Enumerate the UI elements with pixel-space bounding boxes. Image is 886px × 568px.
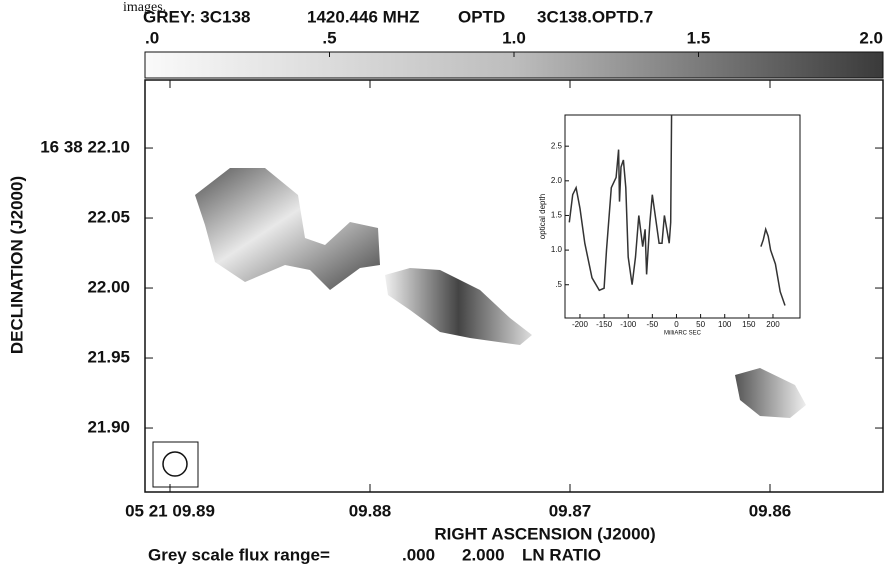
- inset-x-tick-label: 100: [718, 320, 732, 329]
- plot-frame: [144, 79, 884, 493]
- inset-y-tick-label: 1.5: [551, 211, 563, 220]
- colorbar-tick-label: .0: [145, 28, 159, 47]
- inset-y-tick-label: 1.0: [551, 245, 563, 254]
- y-tick-label: 21.90: [87, 418, 130, 437]
- colorbar-tick-label: 1.0: [502, 28, 526, 47]
- y-tick-label: 22.05: [87, 208, 130, 227]
- x-tick-label: 05 21 09.89: [125, 501, 215, 520]
- inset-y-label: optical depth: [538, 194, 547, 239]
- inset-frame: [564, 114, 801, 319]
- inset-x-tick-label: 200: [766, 320, 780, 329]
- blob: [195, 168, 380, 290]
- footer-unit: LN RATIO: [522, 545, 601, 564]
- y-tick-label: 16 38 22.10: [40, 138, 130, 157]
- y-tick-label: 21.95: [87, 348, 130, 367]
- inset-x-tick-label: 50: [696, 320, 705, 329]
- footer-min: .000: [402, 545, 435, 564]
- inset-x-tick-label: -200: [572, 320, 589, 329]
- inset-y-tick-label: 2.0: [551, 176, 563, 185]
- inset-x-tick-label: -150: [596, 320, 613, 329]
- y-axis-label: DECLINATION (J2000): [7, 176, 26, 354]
- x-tick-label: 09.87: [549, 501, 592, 520]
- x-tick-label: 09.88: [349, 501, 392, 520]
- beam: [162, 451, 188, 477]
- colorbar-tick-label: .5: [322, 28, 336, 47]
- caption: images.: [123, 0, 166, 15]
- blob: [735, 368, 806, 418]
- beam-box: [152, 441, 199, 488]
- inset-x-tick-label: -50: [647, 320, 659, 329]
- title: 3C138.OPTD.7: [537, 7, 653, 26]
- x-axis-label: RIGHT ASCENSION (J2000): [434, 524, 655, 543]
- inset-x-tick-label: 150: [742, 320, 756, 329]
- blob: [385, 268, 532, 345]
- inset-x-tick-label: 0: [674, 320, 679, 329]
- x-tick-label: 09.86: [749, 501, 792, 520]
- y-tick-label: 22.00: [87, 278, 130, 297]
- optical-depth-line: [568, 115, 786, 306]
- footer-max: 2.000: [462, 545, 505, 564]
- colorbar-tick-label: 1.5: [687, 28, 711, 47]
- title: 1420.446 MHZ: [307, 7, 419, 26]
- footer-label: Grey scale flux range=: [148, 545, 330, 564]
- colorbar-tick-label: 2.0: [859, 28, 883, 47]
- emission: [195, 168, 806, 418]
- inset-x-tick-label: -100: [620, 320, 637, 329]
- title: OPTD: [458, 7, 505, 26]
- inset-y-tick-label: .5: [555, 280, 562, 289]
- inset-x-label: MilliARC SEC: [664, 331, 702, 337]
- inset-y-tick-label: 2.5: [551, 141, 563, 150]
- title: GREY: 3C138: [143, 7, 250, 26]
- colorbar: [144, 51, 884, 79]
